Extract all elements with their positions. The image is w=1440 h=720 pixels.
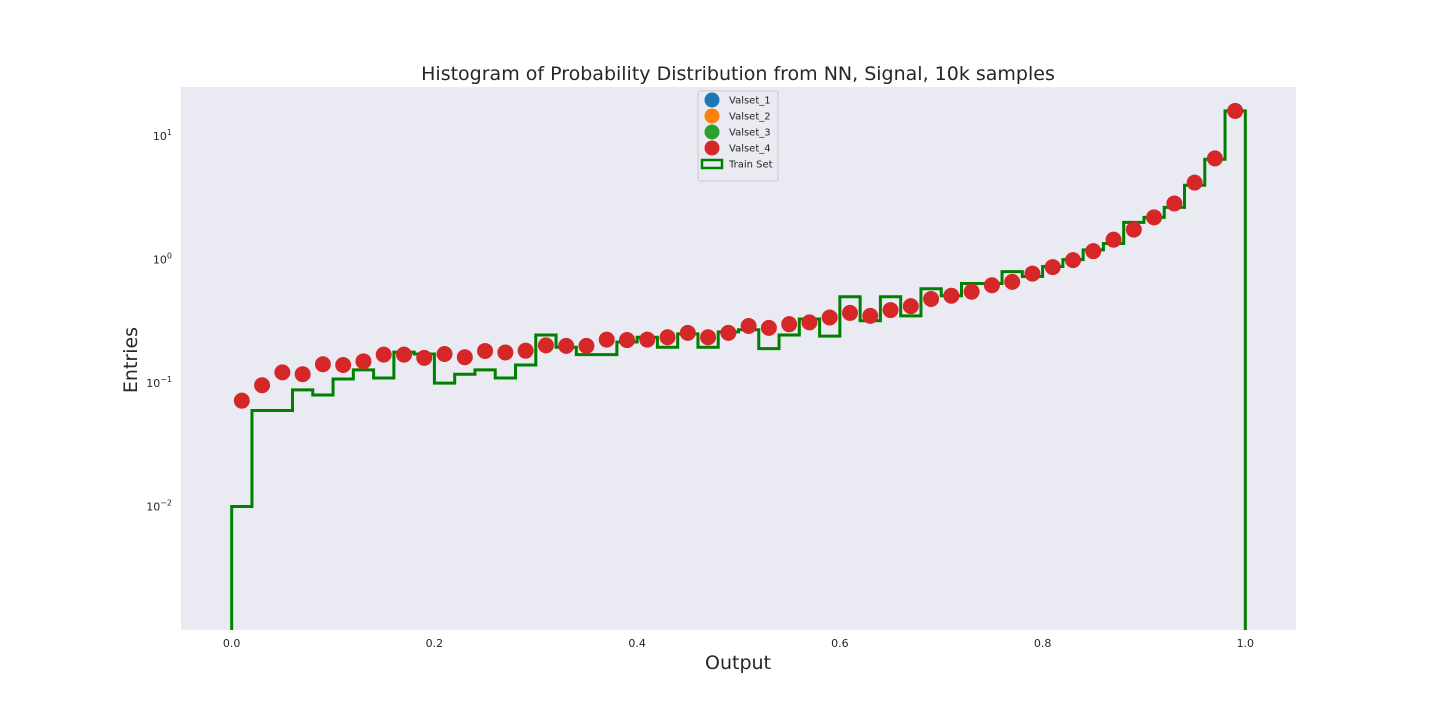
valset-4-point [355,353,372,370]
valset-4-point [598,331,615,348]
valset-4-point [294,366,311,383]
valset-4-point [923,290,940,307]
y-tick-label: 100 [153,252,172,267]
x-tick-label: 0.6 [831,637,849,650]
valset-4-point [375,346,392,363]
valset-4-point [456,349,473,366]
valset-4-point [659,329,676,346]
valset-4-point [862,307,879,324]
x-tick-label: 0.4 [628,637,646,650]
valset-4-point [274,364,291,381]
y-tick-label: 10−2 [146,499,172,514]
legend-marker [704,140,720,156]
valset-4-point [740,317,757,334]
valset-4-point [233,392,250,409]
valset-4-point [1085,243,1102,260]
x-axis-ticks: 0.0 0.2 0.4 0.6 0.8 1.0 [223,637,1254,650]
valset-4-point [537,337,554,354]
valset-4-point [477,342,494,359]
valset-4-point [416,349,433,366]
valset-4-point [497,344,514,361]
valset-4-point [1166,195,1183,212]
legend: Valset_1 Valset_2 Valset_3 Valset_4 Train Se… [697,90,779,182]
valset-4-point [821,309,838,326]
valset-4-point [1024,265,1041,282]
valset-4-point [842,304,858,321]
valset-4-point [882,302,899,319]
valset-4-point [1065,252,1081,269]
valset-4-point [619,332,635,349]
valset-4-point [335,357,352,374]
valset-4-point [1206,150,1223,167]
valset-4-point [1125,221,1142,238]
valset-4-point [314,356,331,373]
legend-marker [704,124,720,140]
valset-4-point [1105,231,1122,248]
valset-4-point [436,345,453,362]
x-tick-label: 1.0 [1237,637,1255,650]
valset-4-point [679,324,696,341]
x-tick-label: 0.2 [426,637,444,650]
valset-4-point [639,331,656,348]
valset-4-point [254,377,271,394]
legend-label: Valset_3 [729,128,771,139]
valset-4-point [943,287,960,304]
y-tick-label: 10−1 [146,375,172,390]
valset-4-point [781,316,798,333]
valset-4-point [1227,102,1244,119]
legend-label: Valset_4 [729,144,771,155]
legend-label: Valset_2 [729,112,771,123]
valset-4-point [963,283,980,300]
legend-marker [704,92,720,108]
chart-title: Histogram of Probability Distribution fr… [421,63,1055,85]
x-tick-label: 0.8 [1034,637,1052,650]
valset-4-point [1004,273,1021,290]
valset-4-point [720,324,737,341]
legend-marker [700,158,724,170]
legend-label: Valset_1 [729,96,771,107]
valset-4-point [1044,259,1061,276]
x-axis-label: Output [705,652,771,674]
valset-4-point [902,298,919,315]
valset-4-point [1146,209,1163,226]
valset-4-point [517,342,534,359]
valset-4-point [558,337,575,354]
valset-4-point [983,277,1000,294]
valset-4-point [1186,174,1203,191]
valset-4-point [760,319,777,336]
x-tick-label: 0.0 [223,637,241,650]
legend-label: Train Set [728,160,773,171]
valset-4-point [396,346,412,363]
y-axis-ticks: 10−2 10−1 100 101 [146,128,172,513]
y-tick-label: 101 [153,128,172,143]
valset-4-point [700,329,717,346]
series-layer [230,102,1247,630]
y-axis-label: Entries [120,327,142,393]
valset-4-point [801,314,818,331]
valset-4-point [578,337,595,354]
legend-marker [704,108,720,124]
